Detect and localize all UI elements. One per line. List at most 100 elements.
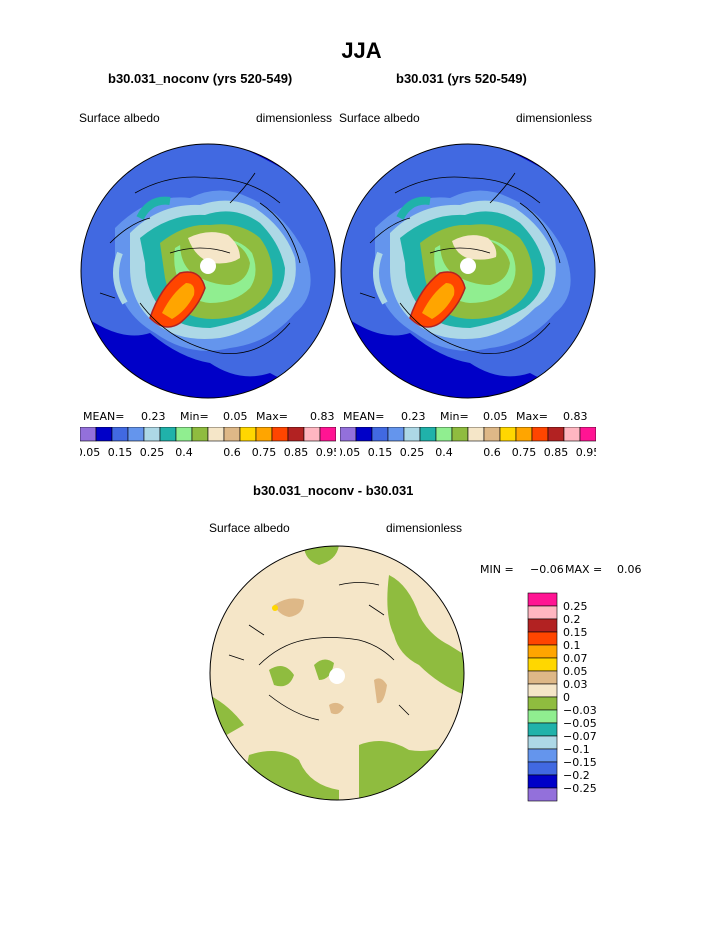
colorbar-tick-label: 0.05: [80, 446, 100, 459]
colorbar-swatch: [499, 427, 517, 442]
panel1-units: dimensionless: [256, 111, 333, 125]
colorbar-swatch: [547, 427, 565, 442]
colorbar-tick-label: 0.95: [316, 446, 336, 459]
colorbar-swatch: [527, 761, 558, 776]
colorbar-swatch: [527, 631, 558, 646]
panel2-max: 0.83: [563, 410, 588, 423]
page-title: JJA: [341, 38, 382, 63]
map-coast-band: [373, 251, 388, 305]
panel1-max: 0.83: [310, 410, 335, 423]
panel2-mean-label: MEAN=: [343, 410, 385, 423]
colorbar-swatch: [340, 427, 357, 442]
panel2-min: 0.05: [483, 410, 508, 423]
colorbar-swatch: [527, 683, 558, 698]
panel2-map: [340, 143, 596, 399]
colorbar-swatch: [527, 722, 558, 737]
colorbar-swatch: [303, 427, 321, 442]
map-coast-band: [113, 251, 128, 305]
map-border: [340, 143, 596, 399]
panel1-title: b30.031_noconv (yrs 520-549): [108, 71, 293, 86]
colorbar-swatch: [515, 427, 533, 442]
panel2-units: dimensionless: [516, 111, 593, 125]
colorbar-swatch: [143, 427, 161, 442]
colorbar-tick-label: −0.03: [563, 704, 597, 717]
panel3-min: −0.06: [530, 563, 564, 576]
map-pole-hole: [460, 258, 476, 274]
colorbar-tick-label: 0.07: [563, 652, 588, 665]
colorbar-tick-label: −0.25: [563, 782, 597, 795]
colorbar-swatch: [527, 605, 558, 620]
map-coast-band: [136, 196, 171, 220]
colorbar-swatch: [579, 427, 596, 442]
colorbar-tick-label: −0.07: [563, 730, 597, 743]
colorbar-swatch: [223, 427, 241, 442]
map-greenland-ice-core: [422, 283, 455, 319]
colorbar-tick-label: 0: [563, 691, 570, 704]
panel1-colorbar: 0.05 0.15 0.25 0.4 0.6 0.75 0.85 0.95: [80, 427, 336, 459]
colorbar-swatch: [287, 427, 305, 442]
colorbar-swatch: [111, 427, 129, 442]
map-greenland-rim: [409, 271, 466, 328]
colorbar-tick-label: −0.05: [563, 717, 597, 730]
map-negative-patch: [269, 666, 294, 687]
colorbar-swatch: [371, 427, 389, 442]
colorbar-tick-label: 0.4: [435, 446, 453, 459]
colorbar-tick-label: 0.6: [223, 446, 241, 459]
colorbar-tick-label: 0.05: [563, 665, 588, 678]
colorbar-swatch: [95, 427, 113, 442]
colorbar-swatch: [239, 427, 257, 442]
panel3-max: 0.06: [617, 563, 642, 576]
panel3-title: b30.031_noconv - b30.031: [253, 483, 414, 498]
colorbar-tick-label: 0.1: [563, 639, 581, 652]
map-negative-patch: [314, 659, 334, 680]
colorbar-swatch: [403, 427, 421, 442]
map-low-albedo-region: [81, 313, 335, 398]
colorbar-swatch: [527, 748, 558, 763]
colorbar-swatch: [527, 644, 558, 659]
map-coastlines: [99, 162, 301, 354]
panel1-map: [80, 143, 336, 399]
map-greenland-rim: [149, 271, 206, 328]
panel2-max-label: Max=: [516, 410, 548, 423]
colorbar-tick-label: 0.25: [563, 600, 588, 613]
map-border: [209, 545, 465, 801]
colorbar-tick-label: 0.95: [576, 446, 596, 459]
colorbar-tick-label: 0.15: [108, 446, 133, 459]
panel3-map: [209, 545, 465, 801]
colorbar-swatch: [435, 427, 453, 442]
map-positive-patch: [329, 702, 344, 715]
panel1-max-label: Max=: [256, 410, 288, 423]
colorbar-swatch: [207, 427, 225, 442]
map-sea-ice: [452, 235, 497, 260]
colorbar-swatch: [527, 670, 558, 685]
colorbar-swatch: [191, 427, 209, 442]
panel2-variable: Surface albedo: [339, 111, 420, 125]
panel1-variable: Surface albedo: [79, 111, 160, 125]
panel3-min-label: MIN =: [480, 563, 514, 576]
colorbar-swatch: [255, 427, 273, 442]
map-border: [80, 143, 336, 399]
colorbar-tick-label: −0.2: [563, 769, 590, 782]
panel3-variable: Surface albedo: [209, 521, 290, 535]
map-positive-peak: [272, 605, 278, 611]
map-negative-patch: [304, 546, 339, 565]
panel2-colorbar: 0.05 0.15 0.25 0.4 0.6 0.75 0.85 0.95: [340, 427, 596, 459]
panel1-mean-label: MEAN=: [83, 410, 125, 423]
panel2-title: b30.031 (yrs 520-549): [396, 71, 527, 86]
colorbar-swatch: [271, 427, 289, 442]
colorbar-swatch: [483, 427, 501, 442]
panel2-min-label: Min=: [440, 410, 469, 423]
colorbar-tick-label: 0.15: [563, 626, 588, 639]
colorbar-swatch: [527, 787, 558, 802]
panel1-min-label: Min=: [180, 410, 209, 423]
panel3-max-label: MAX =: [565, 563, 603, 576]
colorbar-swatch: [419, 427, 437, 442]
map-positive-patch: [374, 678, 387, 704]
colorbar-swatch: [527, 618, 558, 633]
colorbar-tick-label: 0.6: [483, 446, 501, 459]
colorbar-swatch: [467, 427, 485, 442]
colorbar-swatch: [80, 427, 97, 442]
colorbar-swatch: [387, 427, 405, 442]
panel3-units: dimensionless: [386, 521, 463, 535]
colorbar-swatch: [175, 427, 193, 442]
